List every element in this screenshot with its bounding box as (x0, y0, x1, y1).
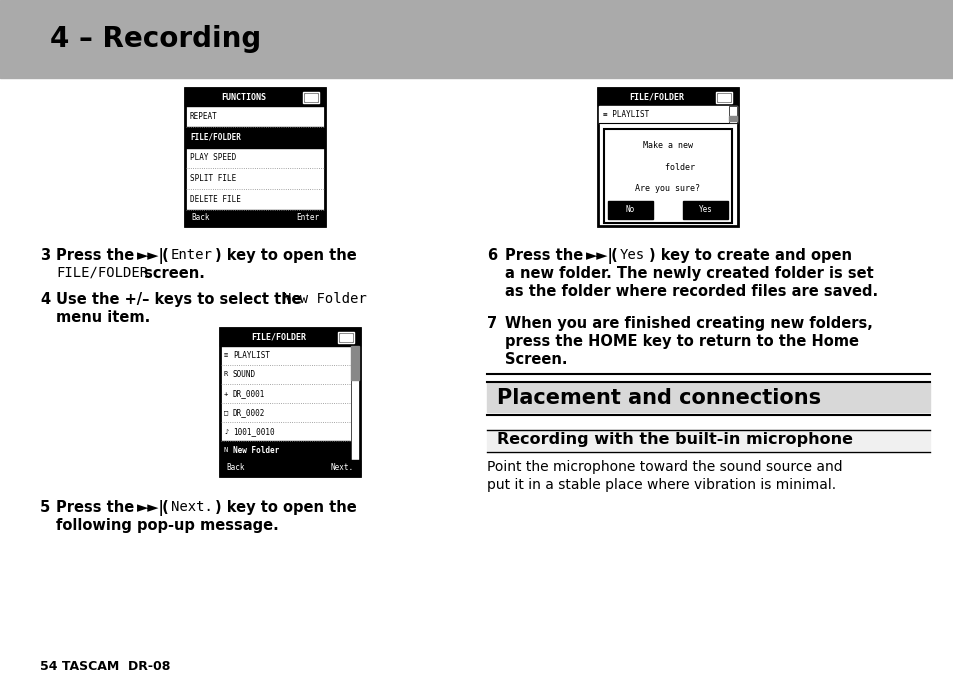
Text: DR_0001: DR_0001 (233, 389, 265, 398)
Text: +: + (224, 390, 228, 397)
Bar (185, 88, 325, 106)
Text: N: N (224, 447, 228, 453)
Text: (: ( (157, 500, 169, 515)
Bar (682, 201, 727, 219)
Bar (716, 92, 731, 103)
Text: PLAY SPEED: PLAY SPEED (190, 154, 236, 163)
Text: FILE∕FOLDER: FILE∕FOLDER (56, 266, 148, 280)
Bar (220, 328, 359, 476)
Text: PLAYLIST: PLAYLIST (233, 351, 270, 360)
Text: Next.: Next. (331, 464, 354, 473)
Text: No: No (625, 206, 635, 215)
Text: Use the +/– keys to select the: Use the +/– keys to select the (56, 292, 307, 307)
Text: ) key to create and open: ) key to create and open (648, 248, 851, 263)
Text: (: ( (605, 248, 618, 263)
Bar (185, 210, 325, 226)
Bar (718, 94, 729, 101)
Bar (220, 460, 359, 476)
Bar (185, 88, 325, 226)
Text: 1001_0010: 1001_0010 (233, 427, 274, 436)
Text: Next.: Next. (171, 500, 213, 514)
Bar (220, 328, 359, 346)
Text: □: □ (224, 410, 228, 416)
Text: FILE/FOLDER: FILE/FOLDER (190, 132, 240, 142)
Text: ) key to open the: ) key to open the (214, 500, 356, 515)
Text: DR_0002: DR_0002 (233, 408, 265, 417)
Text: 3: 3 (40, 248, 51, 263)
Bar (339, 334, 352, 341)
Text: Point the microphone toward the sound source and: Point the microphone toward the sound so… (486, 460, 841, 474)
Text: ♪: ♪ (224, 429, 228, 434)
Text: Press the: Press the (504, 248, 588, 263)
Text: menu item.: menu item. (56, 310, 150, 325)
Text: Screen.: Screen. (504, 352, 567, 367)
Text: Enter: Enter (171, 248, 213, 262)
Bar (728, 116, 737, 121)
Bar (598, 106, 737, 123)
Text: Press the: Press the (56, 248, 139, 263)
Text: 4 – Recording: 4 – Recording (50, 25, 261, 53)
Text: Back: Back (191, 213, 210, 222)
Text: DELETE FILE: DELETE FILE (190, 195, 240, 204)
Text: following pop-up message.: following pop-up message. (56, 518, 278, 533)
Bar (221, 441, 350, 460)
Text: New Folder: New Folder (233, 446, 279, 455)
Text: When you are finished creating new folders,: When you are finished creating new folde… (504, 316, 872, 331)
Text: Make a new: Make a new (642, 141, 692, 150)
Text: FILE/FOLDER: FILE/FOLDER (252, 333, 306, 342)
Bar (598, 88, 738, 106)
Bar (351, 346, 358, 380)
Text: Are you sure?: Are you sure? (635, 184, 700, 193)
Text: REPEAT: REPEAT (190, 112, 217, 121)
Text: ≡: ≡ (224, 353, 228, 359)
Text: a new folder. The newly created folder is set: a new folder. The newly created folder i… (504, 266, 873, 281)
Bar (0, 0, 953, 78)
Text: 4: 4 (40, 292, 51, 307)
Text: FILE/FOLDER: FILE/FOLDER (629, 93, 684, 102)
Text: Yes: Yes (619, 248, 644, 262)
Text: ►►|: ►►| (137, 500, 165, 516)
Text: as the folder where recorded files are saved.: as the folder where recorded files are s… (504, 284, 877, 299)
Text: ►►|: ►►| (585, 248, 613, 264)
Text: Placement and connections: Placement and connections (497, 388, 821, 408)
Text: R: R (224, 372, 228, 377)
Bar (603, 129, 731, 223)
Bar (728, 106, 737, 123)
Bar (486, 430, 929, 450)
Text: SOUND: SOUND (233, 370, 255, 379)
Bar (305, 94, 316, 101)
Text: folder: folder (639, 163, 695, 172)
Text: Recording with the built-in microphone: Recording with the built-in microphone (497, 432, 852, 447)
Text: ►►|: ►►| (137, 248, 165, 264)
Text: ) key to open the: ) key to open the (214, 248, 356, 263)
Text: 5: 5 (40, 500, 51, 515)
Bar (337, 332, 354, 343)
Text: Yes: Yes (698, 206, 712, 215)
Text: Enter: Enter (295, 213, 318, 222)
Text: Press the: Press the (56, 500, 139, 515)
Text: New Folder: New Folder (283, 292, 366, 306)
Bar (607, 201, 652, 219)
Text: screen.: screen. (139, 266, 205, 281)
Text: 54 TASCAM  DR-08: 54 TASCAM DR-08 (40, 660, 171, 673)
Text: ≡ PLAYLIST: ≡ PLAYLIST (602, 110, 649, 119)
Text: (: ( (157, 248, 169, 263)
Text: 7: 7 (486, 316, 497, 331)
Text: press the HOME key to return to the Home: press the HOME key to return to the Home (504, 334, 858, 349)
Text: Back: Back (226, 464, 244, 473)
Text: SPLIT FILE: SPLIT FILE (190, 174, 236, 183)
Text: put it in a stable place where vibration is minimal.: put it in a stable place where vibration… (486, 478, 835, 492)
Bar (303, 92, 318, 103)
Text: 6: 6 (486, 248, 497, 263)
Bar (486, 382, 929, 412)
Bar (186, 127, 324, 147)
Bar (598, 88, 738, 226)
Text: FUNCTIONS: FUNCTIONS (221, 93, 266, 102)
Bar (351, 346, 358, 460)
